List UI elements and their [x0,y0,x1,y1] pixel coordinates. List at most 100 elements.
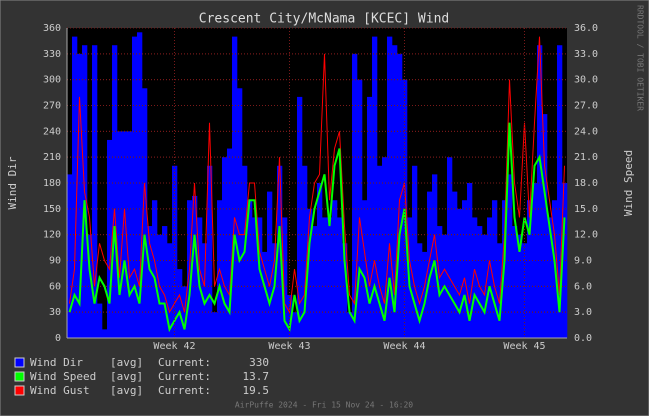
area-step [367,96,373,338]
legend-swatch [14,385,25,396]
area-step [437,226,443,338]
legend-current-label: Current: [158,384,211,397]
area-step [277,165,283,338]
area-step [167,243,173,338]
area-step [112,45,118,338]
watermark: RRDTOOL / TOBI OETIKER [636,5,645,111]
line-series [69,36,565,314]
y-tick-label: 210 [43,152,61,163]
area-step [382,157,388,338]
area-step [172,165,178,338]
area-step [477,226,483,338]
legend-current-value: 13.7 [243,370,270,383]
y-tick-label: 240 [43,126,61,137]
y2-tick-label: 9.0 [574,256,592,267]
area-step [392,45,398,338]
area-step [92,45,98,338]
y2-tick-label: 12.0 [574,230,598,241]
y-tick-label: 360 [43,23,61,34]
area-step [397,53,403,338]
area-step [487,217,493,338]
y2-tick-label: 0.0 [574,333,592,344]
area-step [412,165,418,338]
legend-current-label: Current: [158,356,211,369]
area-step [312,226,318,338]
area-step [77,53,83,338]
area-step [107,139,113,338]
y2-tick-label: 33.0 [574,49,598,60]
area-step [417,243,423,338]
area-step [532,183,538,338]
legend-stat: [avg] [110,356,143,369]
area-step [237,88,243,339]
area-step [362,200,368,338]
y2-axis-label: Wind Speed [622,150,635,216]
y-tick-label: 330 [43,49,61,60]
area-step [372,36,378,338]
area-step [377,165,383,338]
area-step [227,148,233,338]
area-step [452,191,458,338]
y2-tick-label: 18.0 [574,178,598,189]
area-step [357,79,363,339]
area-step [87,234,93,338]
area-step [507,174,513,338]
area-step [337,217,343,338]
area-step [447,157,453,338]
area-step [262,251,268,338]
area-step [297,96,303,338]
y2-tick-label: 36.0 [574,23,598,34]
area-step [517,234,523,338]
area-step [462,200,468,338]
area-step [132,36,138,338]
area-step [72,36,78,338]
area-step [292,312,298,338]
area-step [352,53,358,338]
area-step [282,217,288,338]
area-step [247,200,253,338]
legend-swatch [14,371,25,382]
area-step [562,183,568,338]
area-step [67,174,73,338]
y-tick-label: 270 [43,101,61,112]
chart-title: Crescent City/McNama [KCEC] Wind [199,12,449,27]
area-step [207,165,213,338]
area-step [267,191,273,338]
y2-tick-label: 21.0 [574,152,598,163]
area-step [257,217,263,338]
line-series [68,122,566,333]
y-tick-label: 60 [49,281,61,292]
area-step [272,243,278,338]
y-tick-label: 300 [43,75,61,86]
legend-label: Wind Speed [30,370,96,383]
y-tick-label: 120 [43,230,61,241]
x-tick-label: Week 43 [268,341,310,352]
area-step [537,45,543,338]
area-step [102,329,108,338]
area-step [222,157,228,338]
area-step [457,208,463,338]
area-step [342,243,348,338]
area-step [212,312,218,338]
area-step [547,217,553,338]
area-step [252,217,258,338]
y2-tick-label: 30.0 [574,75,598,86]
area-step [512,226,518,338]
area-step [127,131,133,338]
y-tick-label: 150 [43,204,61,215]
area-step [432,174,438,338]
legend-current-value: 330 [249,356,269,369]
x-tick-label: Week 42 [153,341,195,352]
y-tick-label: 90 [49,256,61,267]
area-step [427,191,433,338]
area-step [307,208,313,338]
y2-tick-label: 24.0 [574,126,598,137]
area-step [177,269,183,338]
footer: AirPuffe 2024 - Fri 15 Nov 24 - 16:20 [235,401,413,410]
area-step [117,131,123,338]
area-step [472,217,478,338]
y2-tick-label: 3.0 [574,307,592,318]
area-step [557,45,563,338]
area-step [232,36,238,338]
